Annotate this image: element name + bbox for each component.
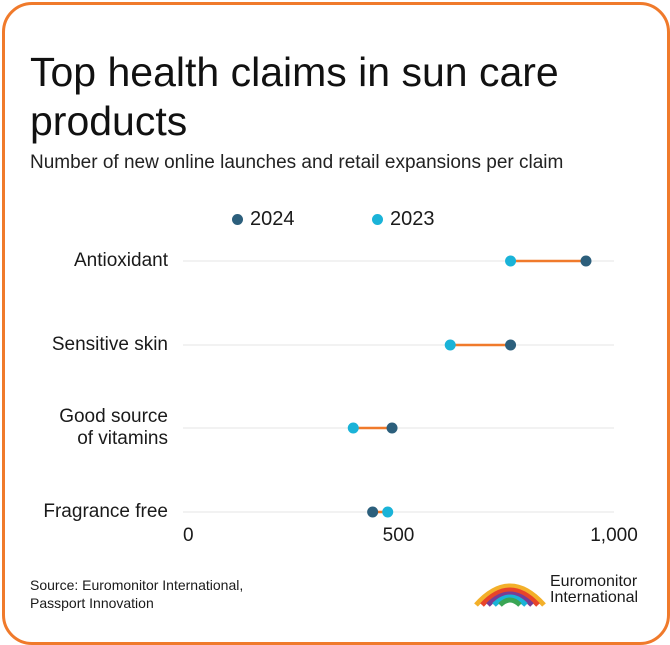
category-label-good-source-of-vitamins: Good source of vitamins [59, 406, 168, 449]
x-axis-ticks: 0 500 1,000 [183, 525, 638, 546]
point-2024-antioxidant [580, 255, 592, 267]
legend-label-2023: 2023 [390, 208, 435, 230]
category-label-antioxidant: Antioxidant [73, 250, 168, 271]
euromonitor-logo: Euromonitor International [474, 573, 638, 607]
legend-item-2024: 2024 [232, 208, 295, 231]
point-2023-fragrance-free [382, 506, 394, 518]
point-2024-good-source-of-vitamins [386, 422, 398, 434]
point-2023-sensitive-skin [444, 339, 456, 351]
legend-item-2023: 2023 [372, 208, 435, 231]
legend-dot-2023 [372, 214, 383, 225]
category-label-fragrance-free: Fragrance free [43, 501, 168, 522]
category-label-sensitive-skin: Sensitive skin [51, 334, 168, 355]
x-tick-label-500: 500 [383, 525, 415, 546]
legend-label-2024: 2024 [250, 208, 295, 230]
grid-layer [183, 260, 614, 513]
chart-subtitle: Number of new online launches and retail… [30, 152, 564, 173]
chart-title: Top health claims in sun care products [30, 49, 559, 144]
connector-layer [353, 259, 586, 514]
logo-wordmark: Euromonitor International [550, 573, 639, 606]
point-2024-sensitive-skin [505, 339, 517, 351]
point-layer [347, 255, 592, 518]
legend-dot-2024 [232, 214, 243, 225]
point-2023-good-source-of-vitamins [347, 422, 359, 434]
source-note: Source: Euromonitor International, Passp… [30, 577, 244, 611]
point-2024-fragrance-free [367, 506, 379, 518]
x-tick-label-0: 0 [183, 525, 194, 546]
x-tick-label-1-000: 1,000 [590, 525, 638, 546]
rainbow-arcs-logo-icon [474, 583, 546, 607]
point-2023-antioxidant [505, 255, 517, 267]
